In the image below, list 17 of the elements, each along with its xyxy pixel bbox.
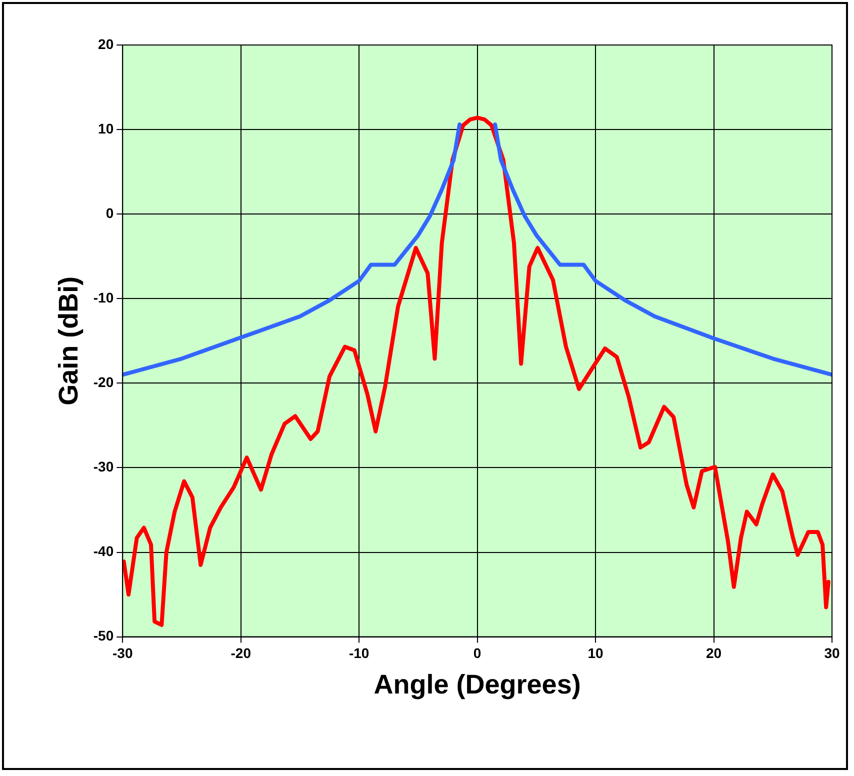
y-tick-label: 0 xyxy=(106,204,114,221)
y-tick-label: -40 xyxy=(93,543,114,560)
y-axis-title: Gain (dBi) xyxy=(54,276,84,406)
x-tick-label: -20 xyxy=(230,645,252,662)
x-tick-label: 0 xyxy=(473,645,482,662)
y-tick-label: -30 xyxy=(93,458,114,475)
x-tick-label: 10 xyxy=(588,645,604,662)
y-tick-label: 10 xyxy=(98,120,114,136)
y-tick-label: -50 xyxy=(93,628,114,644)
x-tick-label: 20 xyxy=(706,645,722,662)
x-tick-label: 30 xyxy=(824,645,840,662)
y-tick-label: -10 xyxy=(93,289,114,306)
y-tick-label: 20 xyxy=(98,36,114,52)
x-tick-label: -10 xyxy=(348,645,370,662)
x-axis-title: Angle (Degrees) xyxy=(374,669,581,700)
x-tick-label: -30 xyxy=(112,645,133,662)
y-tick-label: -20 xyxy=(93,374,114,390)
